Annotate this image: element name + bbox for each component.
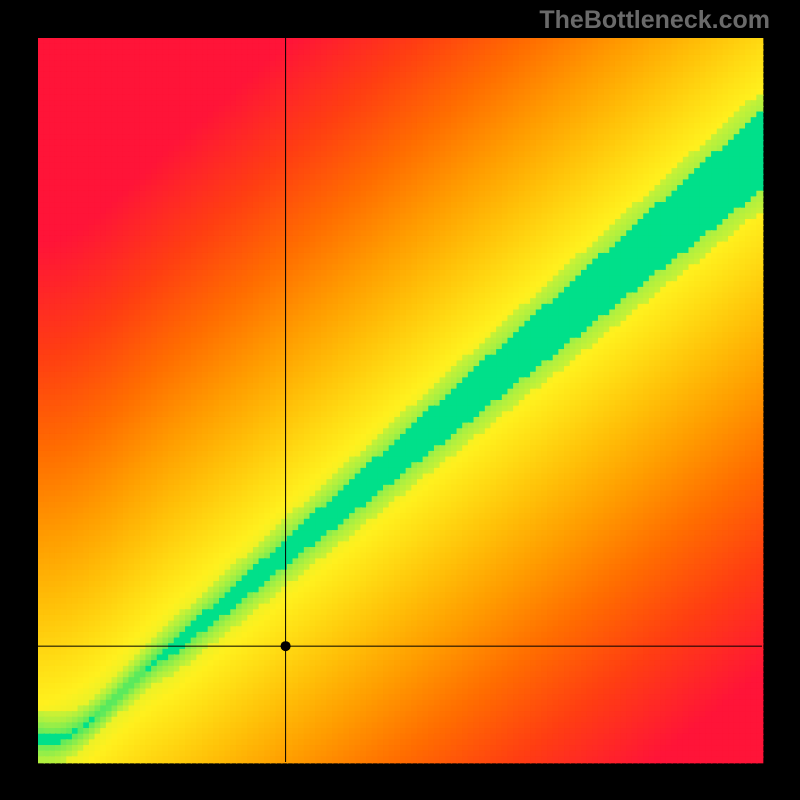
bottleneck-heatmap (0, 0, 800, 800)
